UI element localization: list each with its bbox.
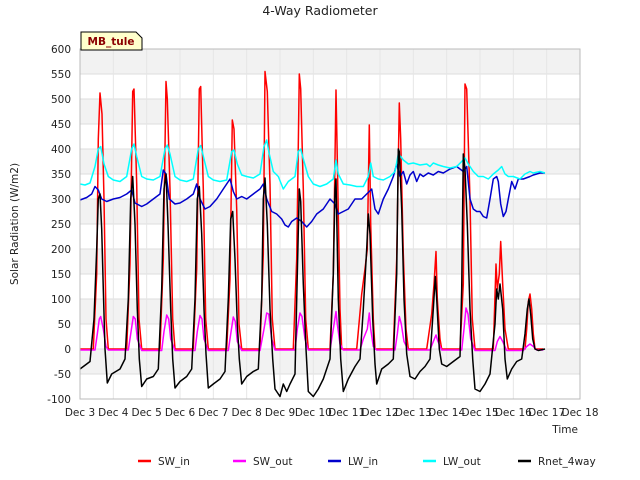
y-tick-label: 100 [51,294,71,306]
x-tick-label: Dec 5 [131,407,161,419]
plot-band [80,124,580,149]
x-tick-label: Dec 17 [528,407,565,419]
plot-band [80,49,580,74]
axes: -100 -50 0 50 100 150 200 250 300 350 400 450 500 550… [47,44,598,419]
x-tick-label: Dec 15 [461,407,498,419]
y-tick-label: 600 [51,44,71,56]
x-tick-label: Dec 16 [495,407,532,419]
plot-band [80,149,580,174]
plot-frame [79,48,581,400]
legend-label: SW_out [253,456,293,468]
x-tick-label: Dec 7 [198,407,228,419]
x-tick-label: Dec 9 [265,407,295,419]
legend-label: SW_in [158,456,190,468]
y-tick-label: 350 [51,169,71,181]
y-tick-label: 500 [51,94,71,106]
x-tick-label: Dec 8 [231,407,261,419]
x-tick-label: Dec 3 [65,407,95,419]
y-tick-label: -100 [47,394,71,406]
y-axis-label: Solar Radiation (W/m2) [9,163,21,285]
y-tick-label: 0 [64,344,71,356]
legend-label: LW_out [443,456,481,468]
y-tick-label: 550 [51,69,71,81]
y-tick-label: 250 [51,219,71,231]
y-tick-label: 300 [51,194,71,206]
legend-label: Rnet_4way [538,456,596,468]
x-tick-label: Dec 10 [295,407,332,419]
y-tick-label: 450 [51,119,71,131]
x-tick-label: Dec 13 [395,407,432,419]
y-tick-label: 200 [51,244,71,256]
x-tick-label: Dec 6 [165,407,196,419]
series-line-rnet-4way [79,148,546,398]
plot-band [80,274,580,299]
x-tick-label: Dec 12 [361,407,398,419]
legend-label: LW_in [348,456,378,468]
plot-band [80,99,580,124]
site-label-box: MB_tule [80,31,143,51]
plot-band [80,174,580,199]
site-label: MB_tule [88,36,135,48]
plot-band [80,224,580,249]
x-tick-label: Dec 18 [561,407,598,419]
y-tick-label: 50 [58,319,71,331]
x-axis-label: Time [551,424,578,436]
plot-band [80,249,580,274]
plot-band [80,199,580,224]
plot-band [80,74,580,99]
x-tick-label: Dec 14 [428,407,465,419]
x-tick-label: Dec 4 [98,407,129,419]
chart-title: 4-Way Radiometer [262,3,378,18]
x-tick-label: Dec 11 [328,407,365,419]
y-tick-label: 150 [51,269,71,281]
legend: SW_in SW_out LW_in LW_out Rnet_4way [138,456,596,468]
series-line-lw-out [79,139,546,190]
plot-band [80,374,580,399]
y-tick-label: 400 [51,144,71,156]
series-group [79,70,546,398]
y-tick-label: -50 [54,369,71,381]
